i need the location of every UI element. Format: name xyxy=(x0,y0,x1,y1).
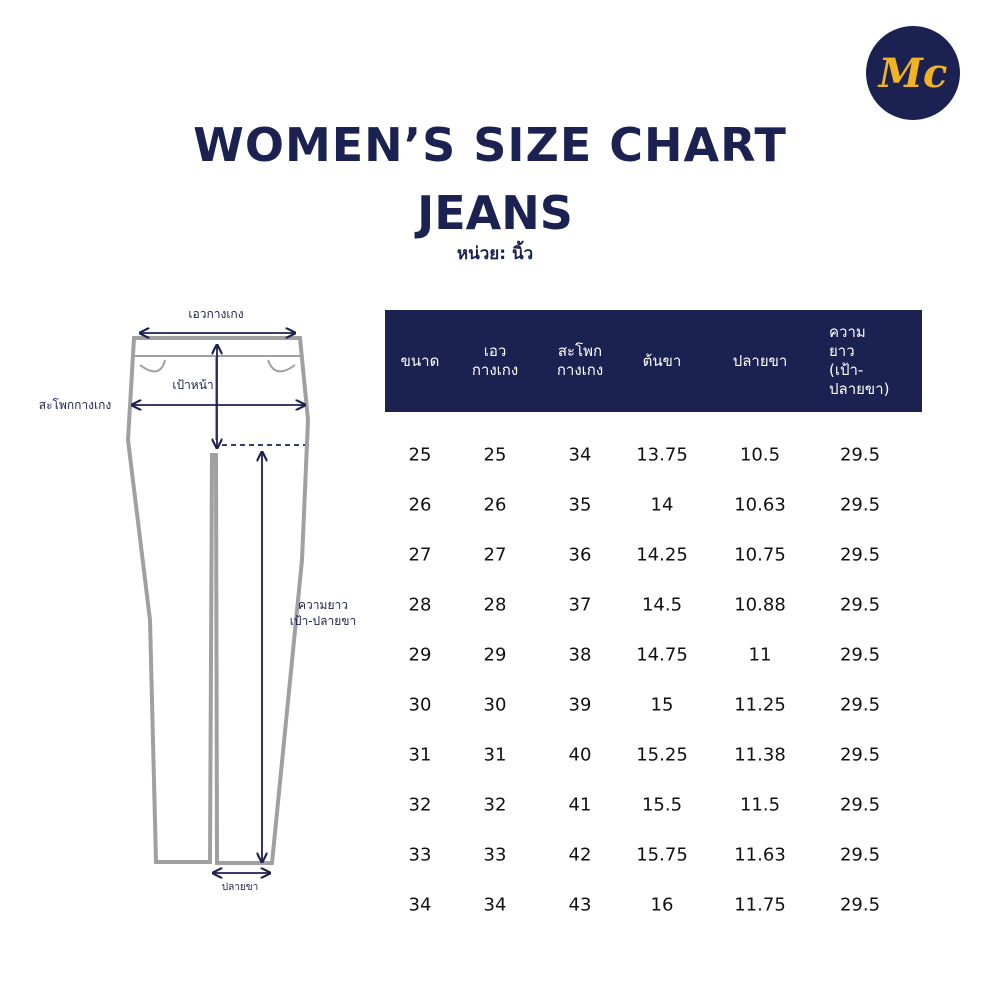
column-header: สะโพก กางเกง xyxy=(557,310,603,412)
table-cell: 10.75 xyxy=(734,544,786,566)
table-cell: 15.75 xyxy=(636,844,688,866)
table-cell: 25 xyxy=(408,444,432,466)
column-header-line: (เป้า-ปลายขา) xyxy=(829,361,890,398)
table-cell: 25 xyxy=(483,444,507,466)
table-cell: 29.5 xyxy=(839,894,881,916)
pants-outline xyxy=(125,336,311,865)
table-cell: 29.5 xyxy=(839,744,881,766)
table-cell: 36 xyxy=(568,544,592,566)
table-cell: 29.5 xyxy=(839,794,881,816)
table-cell: 11.75 xyxy=(734,894,786,916)
column-header: เอว กางเกง xyxy=(472,310,518,412)
table-cell: 35 xyxy=(568,494,592,516)
column-header: ขนาด xyxy=(401,310,440,412)
logo: Mc xyxy=(866,26,960,120)
title: WOMEN’S SIZE CHART xyxy=(193,118,787,172)
table-cell: 15.5 xyxy=(641,794,683,816)
table-cell: 31 xyxy=(483,744,507,766)
table-cell: 37 xyxy=(568,594,592,616)
pants-diagram: เอวกางเกง สะโพกกางเกง เป้าหน้า ความยาว เ… xyxy=(39,307,356,893)
column-header-line: ขนาด xyxy=(400,351,440,370)
column-header: ความยาว (เป้า-ปลายขา) xyxy=(829,310,891,412)
table-cell: 27 xyxy=(483,544,507,566)
table-cell: 29.5 xyxy=(839,694,881,716)
column-header-line: กางเกง xyxy=(556,361,604,379)
table-cell: 29.5 xyxy=(839,644,881,666)
table-cell: 29.5 xyxy=(839,844,881,866)
table-cell: 43 xyxy=(568,894,592,916)
table-cell: 39 xyxy=(568,694,592,716)
front-rise-label: เป้าหน้า xyxy=(172,378,213,392)
table-cell: 34 xyxy=(568,444,592,466)
table-cell: 10.88 xyxy=(734,594,786,616)
table-cell: 15.25 xyxy=(636,744,688,766)
table-cell: 32 xyxy=(408,794,432,816)
column-header-line: สะโพก xyxy=(557,342,603,360)
column-header-line: ปลายขา xyxy=(732,351,788,370)
table-cell: 15 xyxy=(650,694,674,716)
table-cell: 34 xyxy=(483,894,507,916)
measure-lines xyxy=(132,333,305,873)
table-cell: 16 xyxy=(650,894,674,916)
column-header-line: กางเกง xyxy=(471,361,519,379)
column-header: ปลายขา xyxy=(733,310,788,412)
table-cell: 30 xyxy=(483,694,507,716)
column-header-line: เอว xyxy=(483,342,507,360)
table-cell: 34 xyxy=(408,894,432,916)
table-cell: 13.75 xyxy=(636,444,688,466)
table-cell: 14 xyxy=(650,494,674,516)
table-cell: 29.5 xyxy=(839,544,881,566)
subtitle: JEANS xyxy=(417,186,573,240)
table-cell: 40 xyxy=(568,744,592,766)
table-cell: 38 xyxy=(568,644,592,666)
inseam-label: ความยาว xyxy=(298,598,348,612)
table-cell: 33 xyxy=(483,844,507,866)
table-cell: 29 xyxy=(483,644,507,666)
table-cell: 42 xyxy=(568,844,592,866)
table-cell: 26 xyxy=(408,494,432,516)
column-header-line: ความยาว xyxy=(829,323,866,360)
table-cell: 14.25 xyxy=(636,544,688,566)
table-cell: 14.5 xyxy=(641,594,683,616)
column-header-line: ต้นขา xyxy=(642,351,682,370)
inseam-label: เป้า-ปลายขา xyxy=(290,614,356,628)
table-cell: 11.63 xyxy=(734,844,786,866)
table-cell: 29 xyxy=(408,644,432,666)
unit: หน่วย: นิ้ว xyxy=(456,244,534,264)
table-cell: 11.38 xyxy=(734,744,786,766)
table-cell: 32 xyxy=(483,794,507,816)
hem-label: ปลายขา xyxy=(222,882,258,893)
table-cell: 33 xyxy=(408,844,432,866)
table-cell: 29.5 xyxy=(839,444,881,466)
table-cell: 10.5 xyxy=(739,444,781,466)
table-cell: 29.5 xyxy=(839,494,881,516)
table-cell: 10.63 xyxy=(734,494,786,516)
table-cell: 11.5 xyxy=(739,794,781,816)
table-cell: 14.75 xyxy=(636,644,688,666)
table-cell: 41 xyxy=(568,794,592,816)
table-cell: 11 xyxy=(748,644,772,666)
table-header: ขนาด เอว กางเกง สะโพก กางเกง ต้นขา ปลายขา ความย… xyxy=(385,310,922,412)
table-cell: 27 xyxy=(408,544,432,566)
table-cell: 29.5 xyxy=(839,594,881,616)
table-cell: 28 xyxy=(408,594,432,616)
hip-label: สะโพกกางเกง xyxy=(39,398,111,412)
table-cell: 28 xyxy=(483,594,507,616)
table-cell: 26 xyxy=(483,494,507,516)
waist-label: เอวกางเกง xyxy=(188,307,243,321)
table-cell: 30 xyxy=(408,694,432,716)
table-cell: 11.25 xyxy=(734,694,786,716)
column-header: ต้นขา xyxy=(643,310,682,412)
table-cell: 31 xyxy=(408,744,432,766)
